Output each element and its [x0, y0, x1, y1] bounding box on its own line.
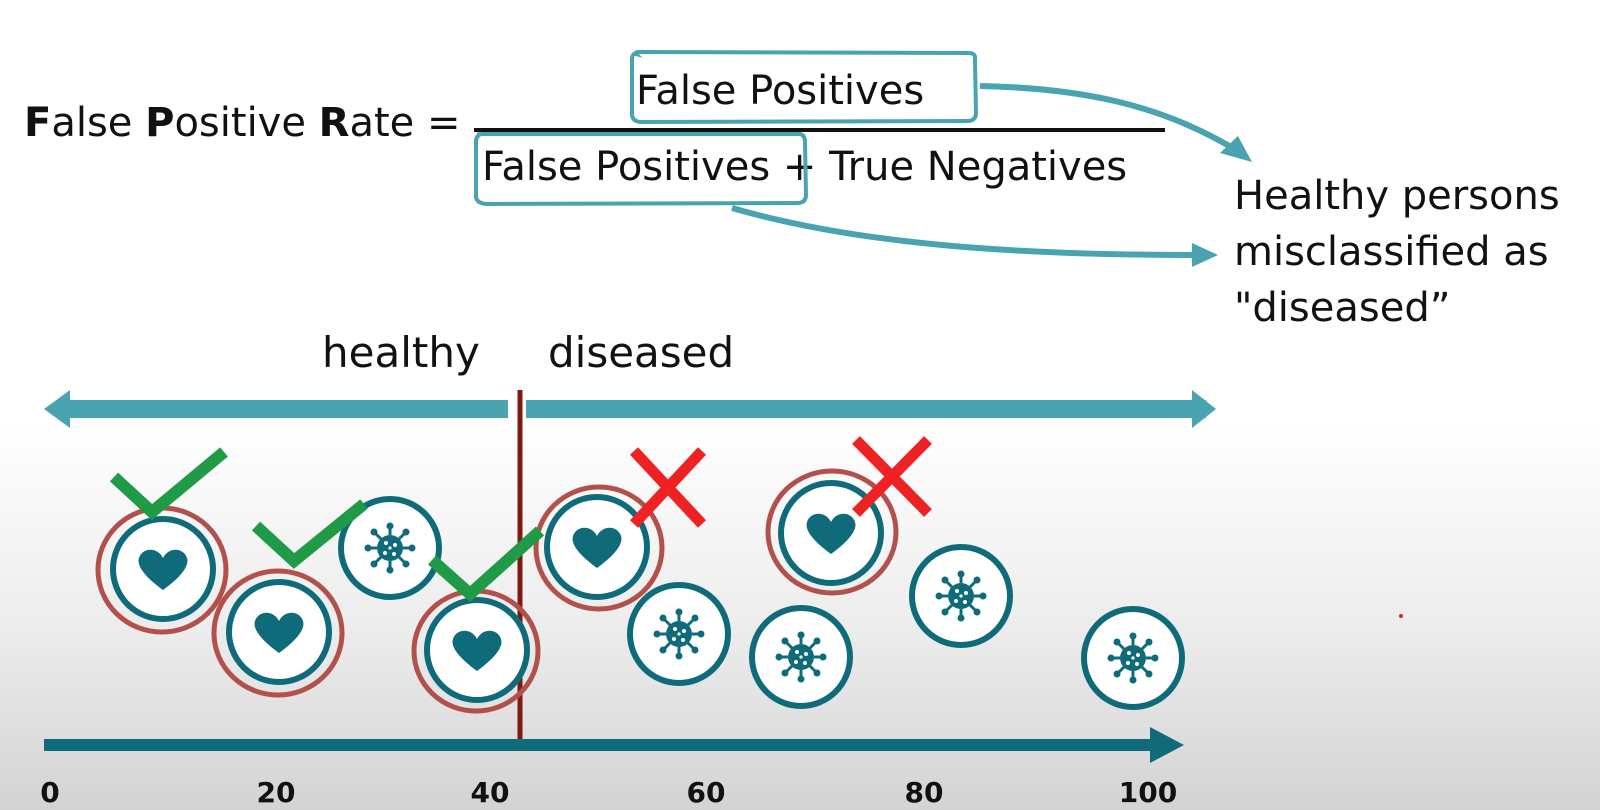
cross-icon — [629, 447, 707, 528]
value-axis-arrow — [44, 727, 1184, 763]
denominator: False Positives + True Negatives — [482, 144, 1127, 190]
check-icon — [109, 447, 228, 520]
diseased-region-label: diseased — [548, 328, 735, 377]
virus-icon — [1106, 631, 1160, 685]
numerator: False Positives — [636, 68, 925, 114]
red-dot — [1399, 614, 1403, 618]
cross-icon — [852, 436, 932, 517]
misclassified-note: Healthy persons misclassified as "diseas… — [1234, 168, 1560, 336]
person-healthy-22 — [211, 568, 345, 698]
tick-label-100: 100 — [1118, 776, 1178, 809]
denominator-highlight-box — [474, 132, 809, 207]
check-icon — [427, 526, 545, 603]
virus-icon — [934, 569, 988, 623]
check-icon — [251, 499, 368, 569]
diseased-region-arrow — [526, 390, 1216, 428]
tick-label-80: 80 — [904, 776, 944, 809]
person-diseased-58 — [627, 582, 731, 686]
denominator-true-negatives: + True Negatives — [770, 144, 1128, 190]
person-healthy-10 — [95, 505, 229, 635]
person-healthy-40 — [411, 588, 541, 714]
tick-label-20: 20 — [256, 776, 296, 809]
virus-icon — [652, 607, 706, 661]
arrow-numerator-to-note — [979, 83, 1238, 153]
letter-f: F — [24, 100, 52, 146]
person-diseased-100 — [1081, 606, 1185, 710]
numerator-highlight-box — [630, 49, 979, 125]
virus-icon — [363, 521, 417, 575]
false-positive-rate-label: False Positive Rate = — [24, 100, 461, 146]
letter-r: R — [318, 100, 350, 146]
denominator-false-positives: False Positives — [482, 144, 771, 190]
healthy-region-arrow — [44, 390, 508, 428]
person-diseased-70 — [749, 605, 853, 709]
tick-label-0: 0 — [40, 776, 60, 809]
tick-label-60: 60 — [686, 776, 726, 809]
letter-p: P — [145, 100, 175, 146]
arrow-head-1 — [1220, 136, 1252, 162]
label-part-1: alse — [51, 100, 146, 146]
healthy-region-label: healthy — [322, 328, 480, 377]
label-part-2: ositive — [174, 100, 319, 146]
tick-label-40: 40 — [470, 776, 510, 809]
virus-icon — [774, 630, 828, 684]
person-diseased-31 — [338, 496, 442, 600]
person-healthy-50 — [533, 484, 665, 612]
note-line-3: "diseased” — [1234, 285, 1451, 331]
person-diseased-84 — [909, 544, 1013, 648]
arrow-head-2 — [1192, 243, 1218, 267]
arrow-denominator-to-note — [731, 205, 1197, 258]
label-part-3: ate = — [349, 100, 461, 146]
note-line-2: misclassified as — [1234, 229, 1549, 275]
note-line-1: Healthy persons — [1234, 173, 1560, 219]
